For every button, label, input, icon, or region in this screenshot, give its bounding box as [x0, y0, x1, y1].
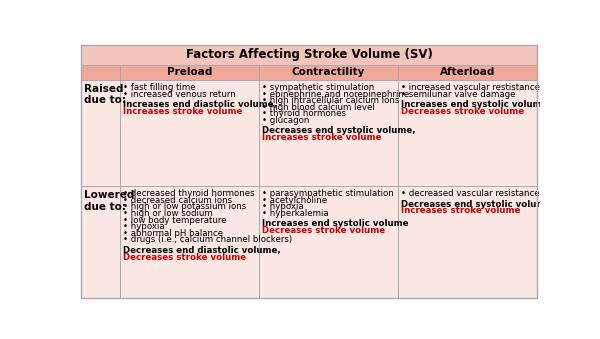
- Text: • hyperkalemia: • hyperkalemia: [262, 209, 329, 218]
- Text: Decreases stroke volume: Decreases stroke volume: [262, 226, 385, 235]
- Text: • decreased vascular resistance: • decreased vascular resistance: [401, 189, 539, 198]
- Text: Factors Affecting Stroke Volume (SV): Factors Affecting Stroke Volume (SV): [185, 48, 433, 61]
- Bar: [81, 186, 120, 298]
- Text: • hypoxia: • hypoxia: [262, 202, 304, 212]
- Bar: [398, 64, 537, 80]
- Text: • high or low potassium ions: • high or low potassium ions: [123, 202, 247, 212]
- Text: Raised
due to:: Raised due to:: [84, 84, 127, 105]
- Text: Increases end systolic volume: Increases end systolic volume: [401, 100, 548, 109]
- Text: • increased venous return: • increased venous return: [123, 89, 236, 99]
- Text: • low body temperature: • low body temperature: [123, 216, 227, 225]
- Text: • drugs (i.e., calcium channel blockers): • drugs (i.e., calcium channel blockers): [123, 235, 292, 244]
- Text: Decreases end systolic volume,: Decreases end systolic volume,: [262, 126, 416, 135]
- Bar: [259, 186, 398, 298]
- Text: • increased vascular restistance: • increased vascular restistance: [401, 83, 540, 92]
- Text: • thyroid hormones: • thyroid hormones: [262, 109, 346, 118]
- Text: Decreases end diastolic volume,: Decreases end diastolic volume,: [123, 246, 281, 255]
- Text: Increases end systolic volume: Increases end systolic volume: [262, 219, 409, 228]
- Bar: [259, 64, 398, 80]
- Text: • fast filling time: • fast filling time: [123, 83, 196, 92]
- Bar: [398, 186, 537, 298]
- Text: Afterload: Afterload: [440, 67, 495, 77]
- Bar: [81, 80, 120, 186]
- Text: • hypoxia: • hypoxia: [123, 222, 164, 231]
- Bar: [81, 44, 537, 64]
- Text: • acetylcholine: • acetylcholine: [262, 196, 327, 205]
- Bar: [398, 80, 537, 186]
- Bar: [259, 80, 398, 186]
- Text: • high or low sodium: • high or low sodium: [123, 209, 213, 218]
- Text: Decreases stroke volume: Decreases stroke volume: [401, 107, 524, 116]
- Text: Lowered
due to:: Lowered due to:: [84, 190, 134, 212]
- Text: • high intracellular calcium ions: • high intracellular calcium ions: [262, 96, 400, 105]
- Text: Increases stroke volume: Increases stroke volume: [401, 206, 520, 215]
- Text: Decreases stroke volume: Decreases stroke volume: [123, 253, 246, 261]
- Text: • sympathetic stimulation: • sympathetic stimulation: [262, 83, 374, 92]
- Bar: [120, 186, 259, 298]
- Text: • decreased calcium ions: • decreased calcium ions: [123, 196, 232, 205]
- Text: Increases stroke volume: Increases stroke volume: [123, 107, 242, 116]
- Text: • semilunar valve damage: • semilunar valve damage: [401, 89, 515, 99]
- Bar: [81, 64, 120, 80]
- Text: • epinephrine and norepinephrine: • epinephrine and norepinephrine: [262, 89, 409, 99]
- Bar: [120, 64, 259, 80]
- Text: Increases stroke volume: Increases stroke volume: [262, 133, 382, 142]
- Text: Preload: Preload: [167, 67, 212, 77]
- Text: • glucagon: • glucagon: [262, 116, 310, 125]
- Text: Contractility: Contractility: [292, 67, 365, 77]
- Text: • high blood calcium level: • high blood calcium level: [262, 103, 375, 112]
- Text: • abnormal pH balance: • abnormal pH balance: [123, 229, 223, 238]
- Bar: [120, 80, 259, 186]
- Text: Decreases end systolic volume: Decreases end systolic volume: [401, 200, 551, 208]
- Text: • decreased thyroid hormones: • decreased thyroid hormones: [123, 189, 254, 198]
- Text: • parasympathetic stimulation: • parasympathetic stimulation: [262, 189, 394, 198]
- Text: Increases end diastolic volume,: Increases end diastolic volume,: [123, 100, 277, 109]
